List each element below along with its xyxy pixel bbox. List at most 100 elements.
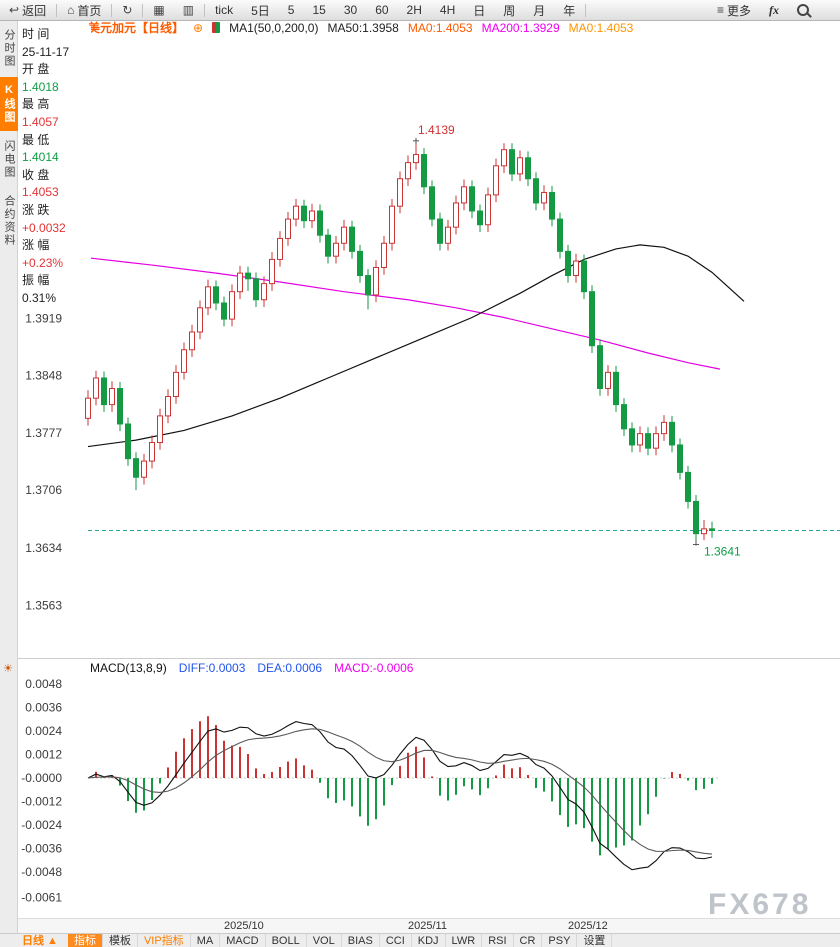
fx-button[interactable]: fx xyxy=(760,0,788,20)
svg-text:1.3777: 1.3777 xyxy=(25,426,62,440)
x-axis-label: 2025/11 xyxy=(408,920,447,932)
top-toolbar: ↩ 返回 ⌂ 首页 ↻ ▦ ▥ tick 5日 5 15 30 60 2H 4H 日周月年 ≡ 更多 fx xyxy=(0,0,840,21)
interval-2h[interactable]: 2H xyxy=(398,0,431,20)
symbol-title: 美元加元【日线】 xyxy=(88,21,185,35)
chart-type-tabs: 分时图 K线图闪电图合约资料 xyxy=(0,22,18,254)
tab-template[interactable]: 模板 xyxy=(103,934,138,947)
macd-settings-icon[interactable]: ☀ xyxy=(3,663,13,675)
tab-kline-chart[interactable]: K线图 xyxy=(0,77,18,131)
bar-chart-button[interactable]: ▦ xyxy=(144,0,173,20)
macd-value: MACD:-0.0006 xyxy=(334,661,414,675)
interval-60[interactable]: 60 xyxy=(366,0,397,20)
back-button[interactable]: ↩ 返回 xyxy=(0,0,55,20)
back-icon: ↩ xyxy=(9,3,20,17)
tab-vip[interactable]: VIP指标 xyxy=(138,934,191,947)
info-label: 时 间 xyxy=(22,27,50,41)
tab-indicators[interactable]: 指标 xyxy=(67,934,103,947)
svg-text:-0.0000: -0.0000 xyxy=(21,771,62,785)
interval-tick[interactable]: tick xyxy=(206,0,242,20)
interval-year[interactable]: 年 xyxy=(554,0,584,20)
chart-header: 美元加元【日线】 ⊕ MA1(50,0,200,0) MA50:1.3958 MA… xyxy=(88,20,642,36)
info-value: 1.4018 xyxy=(22,79,59,94)
svg-text:0.0048: 0.0048 xyxy=(25,677,62,691)
svg-text:-0.0024: -0.0024 xyxy=(21,818,62,832)
ma-value: MA200:1.3929 xyxy=(481,20,560,35)
button-label: 30 xyxy=(343,3,358,17)
tab-kdj[interactable]: KDJ xyxy=(412,934,446,947)
volume-style-button[interactable]: ▥ xyxy=(174,0,203,20)
interval-30[interactable]: 30 xyxy=(335,0,366,20)
home-button[interactable]: ⌂ 首页 xyxy=(58,0,110,20)
menu-icon: ≡ xyxy=(716,3,724,17)
svg-text:-0.0036: -0.0036 xyxy=(21,842,62,856)
interval-5[interactable]: 5 xyxy=(279,0,304,20)
tab-vol[interactable]: VOL xyxy=(307,934,342,947)
svg-text:-0.0012: -0.0012 xyxy=(21,795,62,809)
button-label: 年 xyxy=(563,3,576,18)
button-label: fx xyxy=(769,2,779,17)
button-label: 60 xyxy=(375,3,389,17)
interval-15[interactable]: 15 xyxy=(303,0,334,20)
search-button[interactable] xyxy=(788,0,818,20)
svg-text:-0.0061: -0.0061 xyxy=(21,891,62,905)
button-label: 2H xyxy=(406,3,422,17)
info-value: 25-11-17 xyxy=(22,44,70,59)
svg-text:1.3634: 1.3634 xyxy=(25,541,62,555)
tab-bias[interactable]: BIAS xyxy=(342,934,380,947)
svg-text:1.3706: 1.3706 xyxy=(25,483,62,497)
tab-psy[interactable]: PSY xyxy=(542,934,578,947)
button-label: 返回 xyxy=(22,3,47,18)
button-label: 4H xyxy=(439,3,456,17)
tab-lwr[interactable]: LWR xyxy=(446,934,483,947)
info-value: +0.23% xyxy=(22,255,64,270)
search-icon xyxy=(797,4,809,16)
tab-macd[interactable]: MACD xyxy=(220,934,266,947)
period-selector[interactable]: 日线 ▲ xyxy=(22,935,58,947)
tab-lightning-chart[interactable]: 闪电图 xyxy=(3,140,15,179)
info-value: +0.0032 xyxy=(22,220,66,235)
separator xyxy=(111,3,113,17)
svg-text:1.3563: 1.3563 xyxy=(25,598,62,612)
ohlc-info-panel: 时 间 25-11-17 开 盘 1.4018 最 高 1.4057 最 低 1.4014 收 … xyxy=(19,26,91,308)
x-axis: 2025/10 2025/11 2025/12 xyxy=(0,918,840,934)
refresh-icon: ↻ xyxy=(122,3,133,17)
bars-icon: ▦ xyxy=(153,3,165,17)
ma-values: MA50:1.3958 MA0:1.4053 MA200:1.3929 MA0:1.4… xyxy=(327,21,642,35)
info-label: 涨 跌 xyxy=(22,202,50,217)
svg-text:0.0036: 0.0036 xyxy=(25,700,62,714)
ma-value: MA0:1.4053 xyxy=(568,20,634,35)
tab-settings[interactable]: 设置 xyxy=(577,934,613,947)
candle-icon xyxy=(212,22,221,33)
interval-5d[interactable]: 5日 xyxy=(242,0,279,20)
separator xyxy=(142,3,144,17)
button-label: 月 xyxy=(533,3,546,18)
interval-week[interactable]: 周 xyxy=(494,0,524,20)
tab-contract-info[interactable]: 合约资料 xyxy=(3,195,15,247)
tab-cr[interactable]: CR xyxy=(514,934,543,947)
interval-month[interactable]: 月 xyxy=(524,0,554,20)
info-label: 最 高 xyxy=(22,97,50,112)
tab-rsi[interactable]: RSI xyxy=(482,934,514,947)
button-label: 首页 xyxy=(77,3,102,18)
info-value: 0.31% xyxy=(22,290,57,305)
interval-4h[interactable]: 4H xyxy=(431,0,464,20)
info-value: 1.4057 xyxy=(22,114,59,129)
tab-cci[interactable]: CCI xyxy=(380,934,412,947)
ma-settings-label: MA1(50,0,200,0) xyxy=(229,20,319,35)
button-label: 更多 xyxy=(726,3,751,18)
add-compare-icon[interactable]: ⊕ xyxy=(193,20,204,35)
separator xyxy=(204,3,206,17)
macd-value: DIFF:0.0003 xyxy=(178,661,246,675)
svg-text:1.4139: 1.4139 xyxy=(418,123,455,137)
more-button[interactable]: ≡ 更多 xyxy=(708,0,760,20)
macd-value: DEA:0.0006 xyxy=(257,661,323,675)
svg-text:0.0012: 0.0012 xyxy=(25,747,62,761)
tab-time-chart[interactable]: 分时图 xyxy=(3,29,15,68)
refresh-button[interactable]: ↻ xyxy=(113,0,141,20)
tab-ma[interactable]: MA xyxy=(191,934,221,947)
macd-params-label: MACD(13,8,9) xyxy=(90,661,167,675)
tab-boll[interactable]: BOLL xyxy=(266,934,307,947)
interval-day[interactable]: 日 xyxy=(464,0,494,20)
